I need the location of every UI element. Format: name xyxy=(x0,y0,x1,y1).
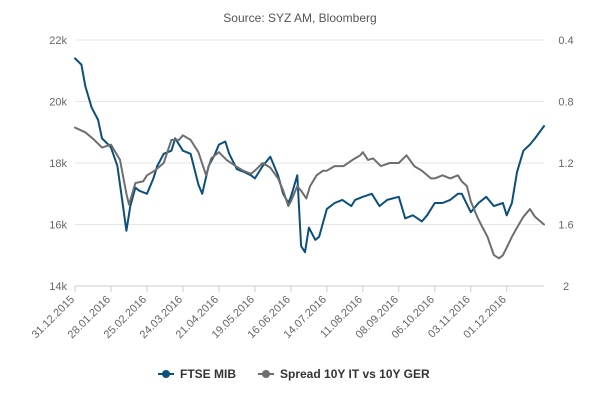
y-left-tick-label: 16k xyxy=(49,220,67,232)
legend-label: Spread 10Y IT vs 10Y GER xyxy=(280,367,430,381)
legend-item[interactable]: Spread 10Y IT vs 10Y GER xyxy=(258,367,430,381)
grid-lines xyxy=(75,39,544,287)
y-right-tick-label: 2 xyxy=(563,281,569,293)
legend[interactable]: FTSE MIB Spread 10Y IT vs 10Y GER xyxy=(158,367,430,381)
legend-item[interactable]: FTSE MIB xyxy=(158,367,236,381)
series-line-ftse-mib xyxy=(74,57,545,254)
y-right-tick-label: 0.4 xyxy=(558,35,573,47)
y-right-tick-label: 1.6 xyxy=(558,220,573,232)
y-right-tick-label: 1.2 xyxy=(558,158,573,170)
y-left-tick-label: 18k xyxy=(49,158,67,170)
y-right-tick-label: 0.8 xyxy=(558,97,573,109)
series-lines xyxy=(74,57,545,260)
y-left-tick-label: 20k xyxy=(49,97,67,109)
y-left-tick-label: 14k xyxy=(49,281,67,293)
series-line-spread xyxy=(74,126,545,260)
legend-label: FTSE MIB xyxy=(180,367,236,381)
chart-subtitle: Source: SYZ AM, Bloomberg xyxy=(223,11,376,25)
legend-marker-symbol xyxy=(162,370,170,378)
legend-marker-symbol xyxy=(262,370,270,378)
y-left-tick-label: 22k xyxy=(49,35,67,47)
